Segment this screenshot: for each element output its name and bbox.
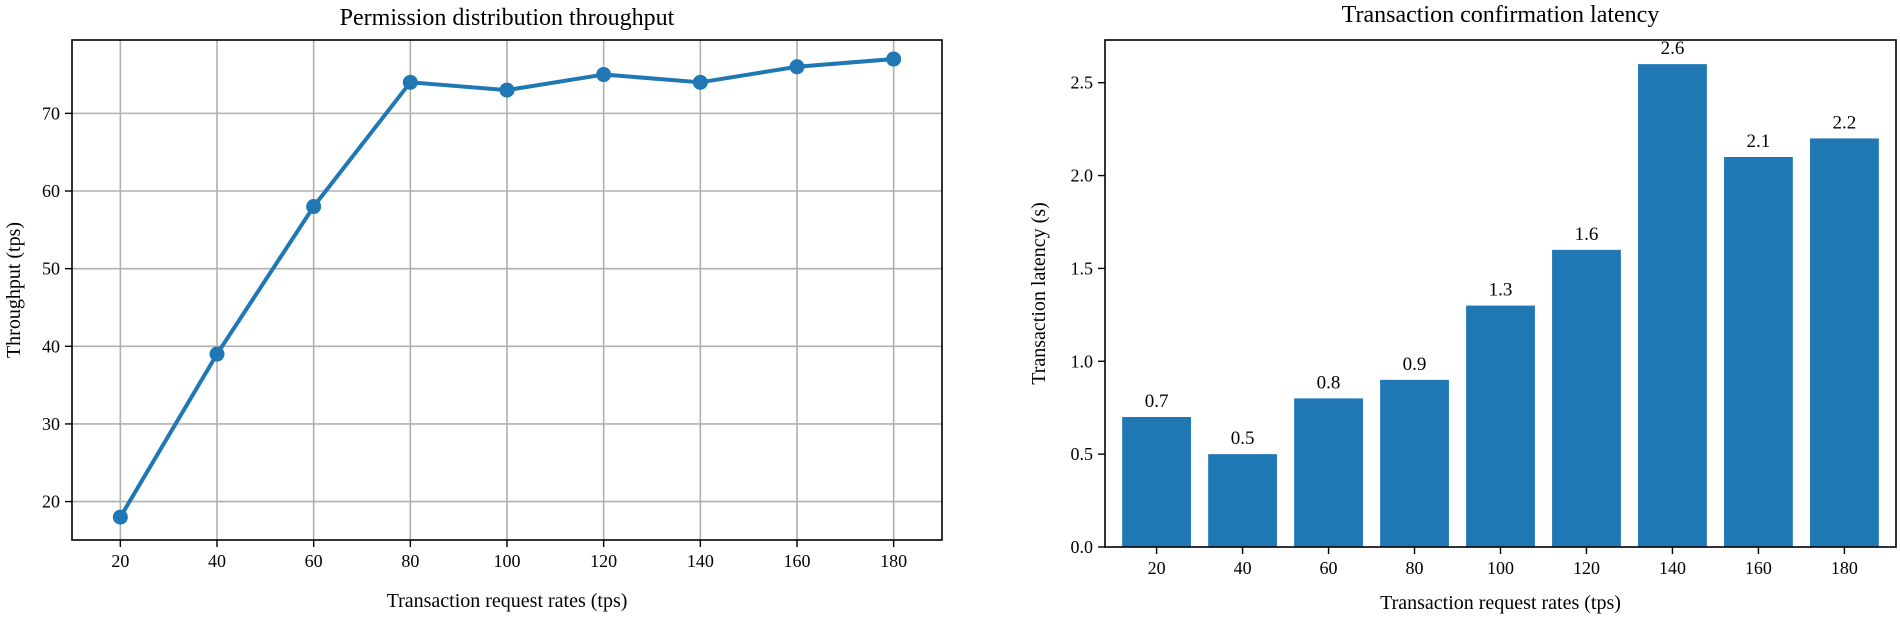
- y-tick-label: 1.5: [1071, 258, 1094, 278]
- latency-bar: [1208, 454, 1277, 547]
- throughput-point: [789, 59, 805, 75]
- x-tick-label: 60: [305, 551, 323, 571]
- x-tick-label: 80: [401, 551, 419, 571]
- bar-value-label: 1.6: [1575, 224, 1599, 245]
- throughput-point: [402, 74, 418, 90]
- x-tick-label: 40: [208, 551, 226, 571]
- y-tick-label: 0.0: [1071, 537, 1094, 557]
- x-tick-label: 180: [1831, 558, 1858, 578]
- latency-bar: [1380, 379, 1449, 547]
- latency-bar-chart: 0.7 0.5 0.8 0.9 1.3 1.6 2.6 2.1 2.2 20 40 60 80 100 12…: [1028, 2, 1897, 614]
- chart-title: Permission distribution throughput: [340, 5, 675, 31]
- bar-value-label: 2.2: [1833, 112, 1857, 133]
- latency-bar: [1638, 64, 1707, 548]
- x-tick-label: 140: [687, 551, 714, 571]
- x-tick-label: 180: [880, 551, 907, 571]
- bar-value-label: 2.1: [1747, 131, 1771, 152]
- bar-value-label: 2.6: [1661, 38, 1685, 59]
- y-axis-label: Throughput (tps): [3, 222, 25, 358]
- throughput-point: [886, 51, 902, 67]
- x-tick-label: 120: [590, 551, 617, 571]
- x-tick-label: 120: [1573, 558, 1600, 578]
- y-tick-label: 70: [42, 103, 60, 123]
- y-tick-label: 60: [42, 181, 60, 201]
- y-tick-label: 30: [42, 414, 60, 434]
- x-tick-label: 100: [494, 551, 521, 571]
- y-axis-label: Transaction latency (s): [1028, 202, 1050, 385]
- y-tick-label: 20: [42, 492, 60, 512]
- throughput-line-chart: 20 40 60 80 100 120 140 160 180 20 30 40 50 60 70 Permi…: [3, 5, 943, 612]
- latency-bar: [1810, 138, 1879, 547]
- chart-title: Transaction confirmation latency: [1342, 2, 1660, 28]
- throughput-point: [692, 74, 708, 90]
- latency-bar: [1294, 398, 1363, 547]
- y-tick-label: 50: [42, 259, 60, 279]
- bar-value-label: 0.5: [1231, 428, 1255, 449]
- x-tick-label: 40: [1234, 558, 1252, 578]
- x-tick-label: 160: [784, 551, 811, 571]
- latency-bar: [1122, 417, 1191, 547]
- x-tick-label: 160: [1745, 558, 1772, 578]
- x-tick-label: 80: [1406, 558, 1424, 578]
- y-tick-label: 2.0: [1071, 166, 1094, 186]
- x-tick-label: 20: [1148, 558, 1166, 578]
- bar-value-label: 0.9: [1403, 354, 1427, 375]
- bar-value-label: 1.3: [1489, 280, 1513, 301]
- y-tick-label: 0.5: [1071, 444, 1094, 464]
- y-tick-label: 1.0: [1071, 351, 1094, 371]
- latency-bar: [1724, 157, 1793, 547]
- x-tick-label: 20: [111, 551, 129, 571]
- x-axis-label: Transaction request rates (tps): [387, 590, 628, 612]
- bar-value-label: 0.7: [1145, 391, 1169, 412]
- throughput-point: [596, 67, 612, 83]
- throughput-point: [112, 509, 128, 525]
- latency-bar: [1466, 305, 1535, 547]
- y-tick-label: 40: [42, 336, 60, 356]
- throughput-point: [499, 82, 515, 98]
- bar-value-label: 0.8: [1317, 372, 1341, 393]
- x-axis-label: Transaction request rates (tps): [1380, 592, 1621, 614]
- x-tick-label: 60: [1320, 558, 1338, 578]
- x-tick-label: 140: [1659, 558, 1686, 578]
- x-tick-label: 100: [1487, 558, 1514, 578]
- latency-bar: [1552, 249, 1621, 547]
- throughput-point: [209, 346, 225, 362]
- y-tick-label: 2.5: [1071, 73, 1094, 93]
- throughput-point: [306, 199, 322, 215]
